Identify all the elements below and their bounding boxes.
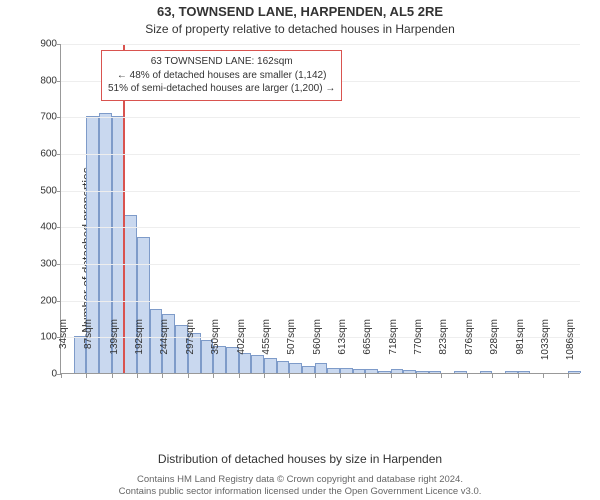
x-tick-label: 1033sqm [540, 315, 551, 374]
x-tick-mark [315, 374, 316, 378]
gridline [61, 301, 580, 302]
x-tick-mark [518, 374, 519, 378]
x-tick-mark [441, 374, 442, 378]
x-tick-label: 560sqm [312, 315, 323, 374]
y-tick-label: 900 [27, 39, 61, 50]
x-tick-label: 244sqm [159, 315, 170, 374]
x-tick-label: 350sqm [210, 315, 221, 374]
x-tick-mark [264, 374, 265, 378]
gridline [61, 117, 580, 118]
x-tick-label: 455sqm [261, 315, 272, 374]
x-tick-mark [340, 374, 341, 378]
annotation-line-2: ← 48% of detached houses are smaller (1,… [108, 69, 335, 83]
gridline [61, 154, 580, 155]
plot-box: 010020030040050060070080090034sqm87sqm13… [60, 44, 580, 374]
x-tick-label: 665sqm [362, 315, 373, 374]
y-tick-label: 700 [27, 112, 61, 123]
x-tick-mark [543, 374, 544, 378]
x-tick-mark [467, 374, 468, 378]
y-tick-label: 600 [27, 149, 61, 160]
x-tick-mark [137, 374, 138, 378]
annotation-line-1: 63 TOWNSEND LANE: 162sqm [108, 55, 335, 69]
x-tick-mark [568, 374, 569, 378]
y-tick-label: 800 [27, 75, 61, 86]
x-tick-mark [365, 374, 366, 378]
x-tick-mark [86, 374, 87, 378]
y-tick-label: 200 [27, 295, 61, 306]
x-tick-label: 718sqm [388, 315, 399, 374]
y-tick-label: 500 [27, 185, 61, 196]
annotation-box: 63 TOWNSEND LANE: 162sqm ← 48% of detach… [101, 50, 342, 101]
x-tick-label: 981sqm [515, 315, 526, 374]
x-tick-mark [391, 374, 392, 378]
x-tick-mark [289, 374, 290, 378]
annotation-line-3: 51% of semi-detached houses are larger (… [108, 82, 335, 96]
x-tick-label: 613sqm [337, 315, 348, 374]
x-tick-label: 34sqm [58, 315, 69, 374]
gridline [61, 191, 580, 192]
gridline [61, 44, 580, 45]
x-tick-label: 87sqm [83, 315, 94, 374]
x-tick-label: 928sqm [489, 315, 500, 374]
chart-title: 63, TOWNSEND LANE, HARPENDEN, AL5 2RE [0, 4, 600, 19]
x-tick-label: 823sqm [438, 315, 449, 374]
y-tick-label: 0 [27, 369, 61, 380]
x-tick-label: 192sqm [134, 315, 145, 374]
x-tick-mark [188, 374, 189, 378]
x-tick-label: 876sqm [464, 315, 475, 374]
x-tick-mark [239, 374, 240, 378]
plot-area: 010020030040050060070080090034sqm87sqm13… [60, 44, 580, 374]
y-tick-label: 400 [27, 222, 61, 233]
x-tick-label: 297sqm [185, 315, 196, 374]
gridline [61, 227, 580, 228]
footer: Contains HM Land Registry data © Crown c… [0, 474, 600, 498]
gridline [61, 264, 580, 265]
footer-line-2: Contains public sector information licen… [0, 486, 600, 498]
x-tick-label: 770sqm [413, 315, 424, 374]
y-tick-label: 300 [27, 259, 61, 270]
y-tick-label: 100 [27, 332, 61, 343]
x-tick-mark [112, 374, 113, 378]
footer-line-1: Contains HM Land Registry data © Crown c… [0, 474, 600, 486]
x-tick-mark [162, 374, 163, 378]
x-tick-mark [492, 374, 493, 378]
x-tick-mark [213, 374, 214, 378]
x-tick-label: 1086sqm [565, 315, 576, 374]
x-tick-label: 402sqm [236, 315, 247, 374]
x-tick-mark [61, 374, 62, 378]
x-axis-label: Distribution of detached houses by size … [0, 452, 600, 466]
x-tick-mark [416, 374, 417, 378]
x-tick-label: 139sqm [109, 315, 120, 374]
chart-subtitle: Size of property relative to detached ho… [0, 22, 600, 36]
figure: 63, TOWNSEND LANE, HARPENDEN, AL5 2RE Si… [0, 0, 600, 500]
x-tick-label: 507sqm [286, 315, 297, 374]
